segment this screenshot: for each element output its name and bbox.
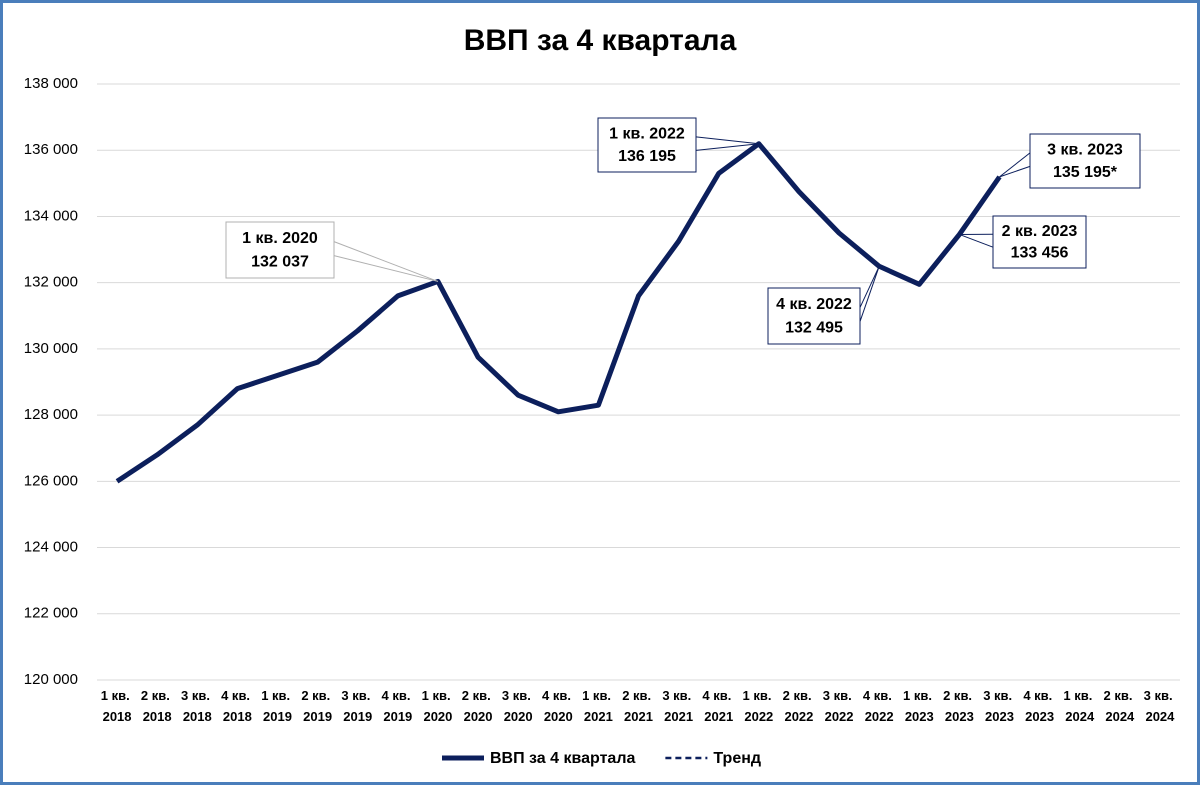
legend-label: ВВП за 4 квартала: [490, 750, 635, 767]
y-tick-label: 130 000: [24, 340, 78, 357]
annotation-category: 1 кв. 2020: [242, 230, 318, 247]
y-tick-label: 132 000: [24, 274, 78, 291]
x-tick-label: 4 кв. 2023: [1023, 688, 1056, 724]
leader-line: [959, 233, 994, 248]
annotation-box: [992, 215, 1087, 269]
x-tick-label: 3 кв. 2024: [1144, 688, 1177, 724]
leader-line: [859, 266, 880, 308]
x-tick-label: 2 кв. 2018: [141, 688, 174, 724]
x-tick-label: 1 кв. 2023: [903, 688, 936, 724]
x-tick-label: 4 кв. 2019: [382, 688, 415, 724]
x-tick-label: 1 кв. 2019: [261, 688, 294, 724]
x-tick-label: 3 кв. 2023: [983, 688, 1016, 724]
leader-line: [999, 152, 1031, 178]
x-tick-label: 1 кв. 2018: [101, 688, 134, 724]
x-tick-label: 2 кв. 2019: [301, 688, 334, 724]
y-tick-label: 124 000: [24, 539, 78, 556]
x-tick-label: 2 кв. 2023: [943, 688, 976, 724]
leader-line: [333, 255, 439, 282]
data-label: 132 037: [251, 254, 309, 271]
annotation-category: 4 кв. 2022: [776, 296, 852, 313]
legend-label: Тренд: [713, 750, 761, 767]
x-tick-label: 3 кв. 2018: [181, 688, 214, 724]
x-tick-label: 4 кв. 2020: [542, 688, 575, 724]
y-tick-label: 134 000: [24, 207, 78, 224]
data-line: [115, 141, 1002, 484]
annotation-box: [225, 221, 335, 279]
x-tick-label: 2 кв. 2021: [622, 688, 655, 724]
annotation-box: [597, 117, 697, 173]
annotation-box: [767, 287, 861, 345]
leader-line: [333, 241, 439, 282]
chart-title: ВВП за 4 квартала: [464, 24, 737, 57]
x-tick-label: 1 кв. 2020: [422, 688, 455, 724]
annotation-category: 3 кв. 2023: [1047, 141, 1123, 158]
y-tick-label: 138 000: [24, 75, 78, 92]
leader-line: [695, 136, 759, 145]
x-tick-label: 4 кв. 2021: [702, 688, 735, 724]
y-tick-label: 126 000: [24, 472, 78, 489]
x-tick-label: 2 кв. 2020: [462, 688, 495, 724]
data-label: 132 495: [785, 320, 843, 337]
x-tick-label: 2 кв. 2022: [783, 688, 816, 724]
x-tick-label: 2 кв. 2024: [1104, 688, 1137, 724]
annotation-box: [1029, 133, 1141, 189]
x-tick-label: 3 кв. 2021: [662, 688, 695, 724]
x-tick-label: 4 кв. 2018: [221, 688, 254, 724]
x-tick-label: 1 кв. 2022: [743, 688, 776, 724]
data-label: 133 456: [1011, 245, 1069, 262]
leader-line: [695, 143, 759, 151]
x-tick-label: 1 кв. 2021: [582, 688, 615, 724]
x-tick-label: 3 кв. 2019: [341, 688, 374, 724]
data-label: 136 195: [618, 148, 676, 165]
y-tick-label: 136 000: [24, 141, 78, 158]
y-tick-label: 120 000: [24, 671, 78, 688]
x-tick-label: 3 кв. 2020: [502, 688, 535, 724]
data-label: 135 195*: [1053, 164, 1118, 181]
leader-line: [859, 266, 880, 322]
y-tick-label: 122 000: [24, 605, 78, 622]
x-tick-label: 3 кв. 2022: [823, 688, 856, 724]
y-tick-label: 128 000: [24, 406, 78, 423]
x-tick-label: 4 кв. 2022: [863, 688, 896, 724]
annotation-category: 2 кв. 2023: [1002, 223, 1078, 240]
annotation-category: 1 кв. 2022: [609, 125, 685, 142]
x-tick-label: 1 кв. 2024: [1063, 688, 1096, 724]
leader-line: [999, 165, 1031, 178]
